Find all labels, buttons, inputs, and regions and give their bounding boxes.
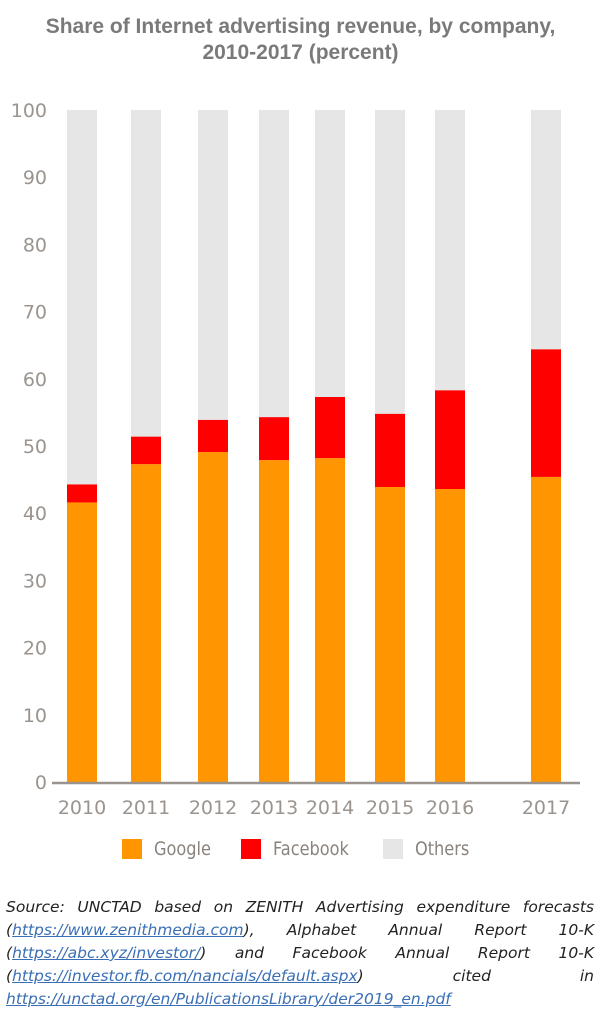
source-text: ) and Facebook Annual Report 10-K ( bbox=[6, 944, 594, 985]
source-link[interactable]: https://unctad.org/en/PublicationsLibrar… bbox=[6, 990, 451, 1008]
legend-swatch bbox=[241, 839, 262, 859]
bar-facebook-2012 bbox=[198, 419, 228, 453]
legend-label: Others bbox=[414, 838, 469, 860]
legend-label: Facebook bbox=[273, 838, 350, 860]
legend: Google Facebook Others bbox=[0, 838, 601, 860]
legend-item-google: Google bbox=[122, 838, 221, 860]
y-tick-label: 0 bbox=[35, 772, 47, 794]
x-tick-label: 2014 bbox=[306, 797, 354, 819]
y-tick-label: 100 bbox=[11, 100, 47, 122]
x-tick-label: 2015 bbox=[366, 797, 414, 819]
y-tick-label: 90 bbox=[23, 167, 47, 189]
bar-others-2017 bbox=[531, 110, 561, 350]
y-tick-label: 50 bbox=[23, 436, 47, 458]
y-axis-ticks: 0 10 20 30 40 50 60 70 80 90 100 bbox=[11, 100, 47, 794]
source-note: Source: UNCTAD based on ZENITH Advertisi… bbox=[6, 896, 594, 1011]
bar-google-2017 bbox=[531, 476, 561, 782]
legend-swatch bbox=[382, 839, 403, 859]
bar-google-2015 bbox=[375, 486, 405, 782]
x-tick-label: 2012 bbox=[189, 797, 237, 819]
bar-facebook-2010 bbox=[67, 484, 97, 503]
source-link[interactable]: https://abc.xyz/investor/ bbox=[12, 944, 201, 962]
bar-others-2010 bbox=[67, 110, 97, 485]
x-axis-ticks: 2010 2011 2012 2013 2014 2015 2016 2017 bbox=[58, 797, 570, 819]
source-text: ), Alphabet Annual Report 10-K ( bbox=[6, 921, 594, 962]
y-tick-label: 80 bbox=[23, 234, 47, 256]
y-tick-label: 70 bbox=[23, 302, 47, 324]
x-tick-label: 2016 bbox=[426, 797, 474, 819]
bar-google-2010 bbox=[67, 502, 97, 782]
x-tick-label: 2010 bbox=[58, 797, 106, 819]
chart-title-line-1: Share of Internet advertising revenue, b… bbox=[45, 15, 556, 38]
bar-others-2014 bbox=[315, 110, 345, 397]
chart-title-line-2: 2010-2017 (percent) bbox=[202, 41, 399, 64]
bar-facebook-2017 bbox=[531, 349, 561, 477]
x-tick-label: 2017 bbox=[522, 797, 570, 819]
bars bbox=[67, 110, 561, 782]
bar-google-2011 bbox=[131, 464, 161, 782]
y-tick-label: 10 bbox=[23, 705, 47, 727]
bar-google-2013 bbox=[259, 460, 289, 782]
bar-google-2014 bbox=[315, 458, 345, 782]
bar-facebook-2015 bbox=[375, 413, 405, 487]
source-link[interactable]: https://investor.fb.com/nancials/default… bbox=[12, 967, 358, 985]
y-tick-label: 20 bbox=[23, 638, 47, 660]
y-tick-label: 30 bbox=[23, 570, 47, 592]
bar-others-2011 bbox=[131, 110, 161, 437]
bar-others-2012 bbox=[198, 110, 228, 420]
bar-others-2016 bbox=[435, 110, 465, 391]
chart-title: Share of Internet advertising revenue, b… bbox=[0, 14, 601, 66]
x-tick-label: 2013 bbox=[250, 797, 298, 819]
bar-others-2013 bbox=[259, 110, 289, 418]
legend-item-facebook: Facebook bbox=[241, 838, 362, 860]
bar-facebook-2014 bbox=[315, 396, 345, 459]
source-text: ) cited in bbox=[357, 967, 594, 985]
bar-facebook-2011 bbox=[131, 436, 161, 465]
bar-google-2016 bbox=[435, 489, 465, 782]
bar-facebook-2016 bbox=[435, 390, 465, 490]
x-tick-label: 2011 bbox=[122, 797, 170, 819]
legend-item-others: Others bbox=[382, 838, 479, 860]
bar-others-2015 bbox=[375, 110, 405, 414]
bar-google-2012 bbox=[198, 452, 228, 782]
source-link[interactable]: https://www.zenithmedia.com bbox=[12, 921, 244, 939]
source-text: Source: UNCTAD based on ZENITH Advertisi… bbox=[6, 898, 594, 939]
legend-swatch bbox=[122, 839, 143, 859]
legend-label: Google bbox=[154, 838, 212, 860]
y-tick-label: 40 bbox=[23, 503, 47, 525]
bar-facebook-2013 bbox=[259, 417, 289, 461]
y-tick-label: 60 bbox=[23, 369, 47, 391]
